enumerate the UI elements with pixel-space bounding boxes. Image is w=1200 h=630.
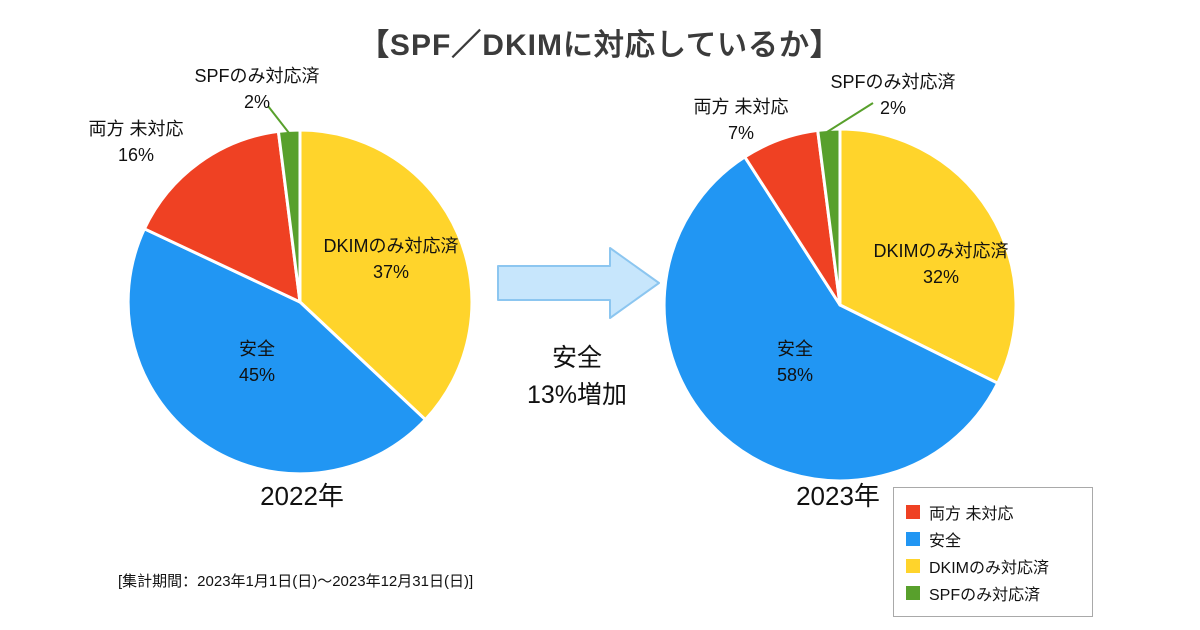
increase-annotation: 安全 13%増加	[487, 340, 667, 414]
leader-line-spf-2022	[267, 105, 290, 134]
legend-swatch	[906, 504, 920, 519]
legend-swatch	[906, 585, 920, 600]
pie-slice	[142, 129, 302, 304]
legend-label: 両方 未対応	[929, 505, 1014, 523]
slice-label-text: 安全	[777, 339, 813, 359]
slice-label-text: DKIMのみ対応済	[873, 241, 1009, 261]
slice-percent: 7%	[727, 123, 754, 143]
slice-percent: 2%	[243, 92, 270, 112]
slice-label-text: 安全	[239, 339, 275, 359]
legend-item: SPFのみ対応済	[906, 579, 1080, 606]
legend-label: SPFのみ対応済	[929, 586, 1041, 604]
slice-label-spf-2022: SPFのみ対応済 2%	[162, 63, 352, 115]
slice-label-text: 両方 未対応	[88, 119, 184, 139]
slice-percent: 37%	[372, 262, 410, 282]
legend-item: DKIMのみ対応済	[906, 552, 1080, 579]
annotation-line1: 安全	[551, 344, 602, 372]
pie-year-2023: 2023年	[796, 481, 880, 511]
pie-slice	[662, 155, 1000, 483]
slice-label-dkim-2023: DKIMのみ対応済 32%	[846, 238, 1036, 290]
pie-year-2022: 2022年	[260, 481, 344, 511]
pie-slice	[276, 128, 302, 304]
slice-label-text: 両方 未対応	[693, 97, 789, 117]
legend-swatch	[906, 531, 920, 546]
legend-label: DKIMのみ対応済	[929, 559, 1050, 577]
legend-item: 両方 未対応	[906, 498, 1080, 525]
pie-slice	[298, 128, 474, 422]
chart-title: 【SPF／DKIMに対応しているか】	[358, 29, 842, 62]
aggregation-period-note: [集計期間：2023年1月1日(日)〜2023年12月31日(日)]	[118, 573, 474, 590]
pie-slice	[838, 127, 1018, 385]
pie-slice	[816, 127, 842, 307]
slice-label-text: SPFのみ対応済	[194, 66, 320, 86]
slice-label-safe-2023: 安全 58%	[720, 336, 870, 388]
slice-percent: 2%	[879, 98, 906, 118]
slice-percent: 45%	[238, 365, 276, 385]
slice-label-both-2022: 両方 未対応 16%	[61, 116, 211, 168]
slice-percent: 32%	[922, 267, 960, 287]
slice-label-text: DKIMのみ対応済	[323, 236, 459, 256]
slice-percent: 16%	[117, 145, 155, 165]
pie-chart-2022	[126, 128, 474, 476]
pie-slice	[126, 227, 427, 476]
slice-label-safe-2022: 安全 45%	[182, 336, 332, 388]
slice-label-spf-2023: SPFのみ対応済 2%	[798, 69, 988, 121]
leader-line-spf-2023	[826, 102, 874, 133]
pie-chart-2023	[662, 127, 1018, 483]
annotation-line2: 13%増加	[526, 381, 628, 409]
slice-percent: 58%	[776, 365, 814, 385]
slice-label-both-2023: 両方 未対応 7%	[666, 94, 816, 146]
legend-item: 安全	[906, 525, 1080, 552]
slice-label-text: SPFのみ対応済	[830, 72, 956, 92]
legend-label: 安全	[929, 532, 962, 550]
slice-label-dkim-2022: DKIMのみ対応済 37%	[296, 233, 486, 285]
right-arrow-icon	[497, 247, 660, 319]
legend: 両方 未対応 安全 DKIMのみ対応済 SPFのみ対応済	[893, 487, 1093, 617]
legend-swatch	[906, 558, 920, 573]
